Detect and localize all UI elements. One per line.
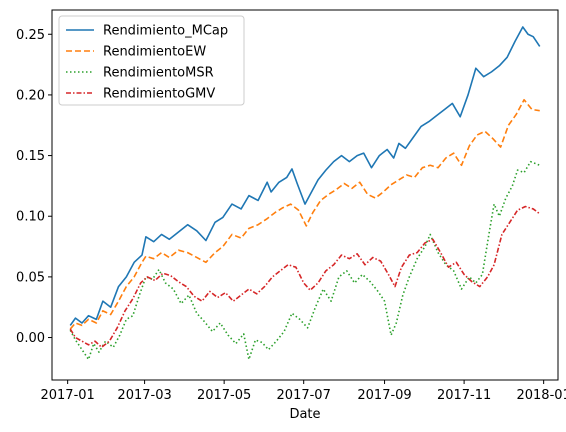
x-tick-label-5: 2017-11 (437, 388, 491, 403)
series-line-2 (69, 160, 541, 361)
legend-label-1: RendimientoEW (103, 45, 206, 60)
y-tick-label-2: 0.10 (16, 210, 45, 225)
x-tick-label-3: 2017-07 (277, 388, 331, 403)
legend-label-0: Rendimiento_MCap (103, 24, 228, 39)
x-tick-label-2: 2017-05 (197, 388, 251, 403)
x-tick-label-4: 2017-09 (357, 388, 411, 403)
y-axis: 0.00 0.05 0.10 0.15 0.20 0.25 (16, 28, 52, 346)
x-tick-label-1: 2017-03 (117, 388, 171, 403)
legend-entries: Rendimiento_MCap RendimientoEW Rendimiento… (66, 24, 228, 102)
legend-label-3: RendimientoGMV (103, 87, 215, 102)
x-tick-label-0: 2017-01 (40, 388, 94, 403)
legend-box (58, 15, 245, 106)
plot-frame (51, 9, 559, 381)
legend-label-2: RendimientoMSR (103, 66, 214, 81)
series-line-0 (69, 26, 541, 326)
y-tick-label-3: 0.15 (16, 149, 45, 164)
series-layer (69, 26, 541, 361)
series-line-1 (69, 98, 540, 330)
x-axis-label: Date (289, 407, 320, 422)
series-line-3 (69, 205, 541, 349)
x-axis: 2017-01 2017-03 2017-05 2017-07 2017-09 2017-… (40, 380, 566, 403)
y-tick-label-1: 0.05 (16, 270, 45, 285)
x-tick-label-6: 2018-01 (516, 388, 566, 403)
legend: Rendimiento_MCap RendimientoEW Rendimiento… (58, 15, 245, 106)
y-tick-label-4: 0.20 (16, 88, 45, 103)
y-tick-label-0: 0.00 (16, 331, 45, 346)
y-tick-label-5: 0.25 (16, 28, 45, 43)
